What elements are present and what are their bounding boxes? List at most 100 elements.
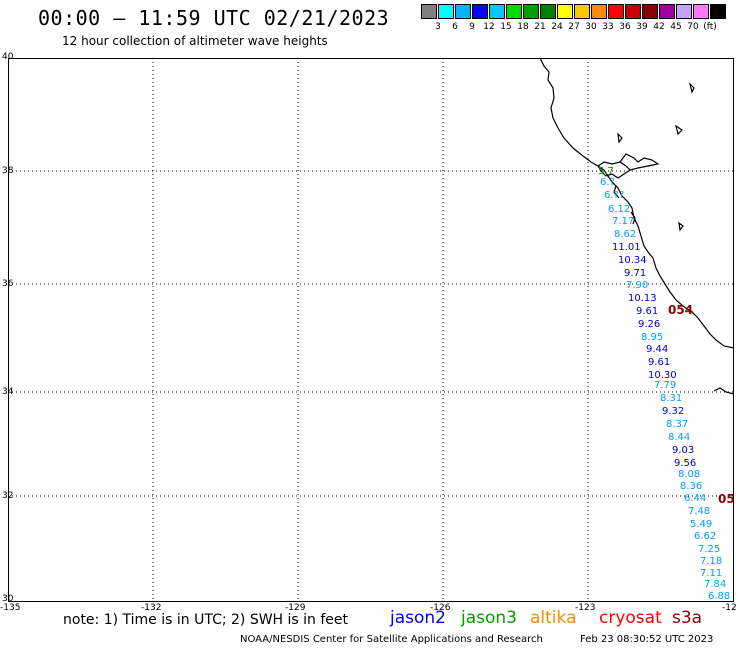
wave-height-label: 6.44 [684,493,706,504]
legend-label: 3 [435,22,441,32]
satellite-altika: altika [530,608,577,628]
lon-tick-label: -123 [575,603,596,613]
wave-height-label: 9.03 [672,445,694,456]
timestamp-text: Feb 23 08:30:52 UTC 2023 [580,634,714,645]
satellite-jason3: jason3 [461,608,517,628]
wave-height-label: 8.37 [666,419,688,430]
legend-swatch [523,4,539,19]
wave-height-map: 5.76.? 6.?? 6.127.17 8.62 11.01 10.34 9.717.90… [8,58,734,602]
legend-label: 30 [585,22,597,32]
lon-tick-label: -132 [141,603,162,613]
wave-height-label: 9.61 [648,357,670,368]
legend-swatch [489,4,505,19]
legend-swatch [642,4,658,19]
legend-swatch [421,4,437,19]
wave-height-label: 6.62 [694,531,716,542]
legend-label: 12 [483,22,495,32]
wave-height-label: 8.44 [668,432,690,443]
legend-label: 42 [653,22,665,32]
legend-swatch [540,4,556,19]
legend-label: 18 [517,22,529,32]
wave-height-label: 8.95 [641,332,663,343]
wave-height-label: 7.18 [700,556,722,567]
footer-note: note: 1) Time is in UTC; 2) SWH is in fe… [63,612,349,628]
wave-height-label: 6.88 [708,591,730,602]
wave-height-label: 5.7 [598,166,614,177]
coastline [539,58,734,395]
legend-swatch [693,4,709,19]
lon-tick-label: -129 [285,603,306,613]
wave-height-labels: 5.76.? 6.?? 6.127.17 8.62 11.01 10.34 9.717.90… [598,166,730,602]
legend-label: (ft) [703,22,717,32]
legend-swatch [659,4,675,19]
wave-height-label: 10.34 [618,255,647,266]
legend-swatch [574,4,590,19]
wave-height-label: 9.44 [646,344,668,355]
legend-label: 70 [687,22,699,32]
satellite-cryosat: cryosat [599,608,662,628]
color-legend: 3 6 9 12 15 18 21 24 27 30 33 36 39 42 4… [421,4,731,34]
legend-swatch [608,4,624,19]
wave-height-label: 7.48 [688,506,710,517]
satellite-s3a: s3a [672,608,703,628]
legend-swatch [625,4,641,19]
wave-height-label: 7.79 [654,380,676,391]
wave-height-label: 9.56 [674,458,696,469]
track-time-label: 054 [718,492,734,506]
lat-tick-label: 40 [2,52,14,62]
wave-height-label: 6.?? [604,190,624,201]
legend-label: 6 [452,22,458,32]
credit-text: NOAA/NESDIS Center for Satellite Applica… [240,634,543,645]
legend-label: 39 [636,22,648,32]
wave-height-label: 7.84 [704,579,726,590]
wave-height-label: 8.36 [680,481,702,492]
wave-height-label: 9.32 [662,406,684,417]
legend-label: 45 [670,22,682,32]
lon-tick-label: -135 [0,603,21,613]
wave-height-label: 6.? [600,177,615,188]
lat-tick-label: 30 [2,594,14,604]
wave-height-label: 7.17 [612,216,634,227]
wave-height-label: 6.12 [608,204,630,215]
lat-tick-label: 32 [2,491,14,501]
wave-height-label: 5.49 [690,519,712,530]
legend-swatch [438,4,454,19]
legend-label: 15 [500,22,512,32]
graticule [8,58,734,602]
map-frame [8,58,734,602]
wave-height-label: 11.01 [612,242,641,253]
map-title: 00:00 – 11:59 UTC 02/21/2023 [38,6,390,30]
track-time-label: 054 [668,303,693,317]
legend-swatch [557,4,573,19]
legend-label: 9 [469,22,475,32]
wave-height-label: 7.90 [626,280,648,291]
legend-label: 27 [568,22,580,32]
wave-height-label: 9.26 [638,319,660,330]
legend-swatch [472,4,488,19]
legend-swatch [710,4,726,19]
legend-swatch [591,4,607,19]
wave-height-label: 8.08 [678,469,700,480]
wave-height-label: 8.31 [660,393,682,404]
lon-tick-label: -12 [722,603,737,613]
wave-height-label: 7.25 [698,544,720,555]
lat-tick-label: 34 [2,387,14,397]
legend-swatch [676,4,692,19]
legend-label: 36 [619,22,631,32]
legend-swatch [455,4,471,19]
satellite-jason2: jason2 [390,608,446,628]
wave-height-label: 9.61 [636,306,658,317]
wave-height-label: 10.30 [648,370,677,381]
map-subtitle: 12 hour collection of altimeter wave hei… [62,34,328,48]
legend-label: 24 [551,22,563,32]
legend-label: 33 [602,22,614,32]
legend-label: 21 [534,22,546,32]
wave-height-label: 8.62 [614,229,636,240]
lon-tick-label: -126 [430,603,451,613]
wave-height-label: 7.11 [700,568,722,579]
lat-tick-label: 38 [2,166,14,176]
wave-height-label: 10.13 [628,293,657,304]
wave-height-label: 9.71 [624,268,646,279]
legend-swatch [506,4,522,19]
lat-tick-label: 36 [2,279,14,289]
